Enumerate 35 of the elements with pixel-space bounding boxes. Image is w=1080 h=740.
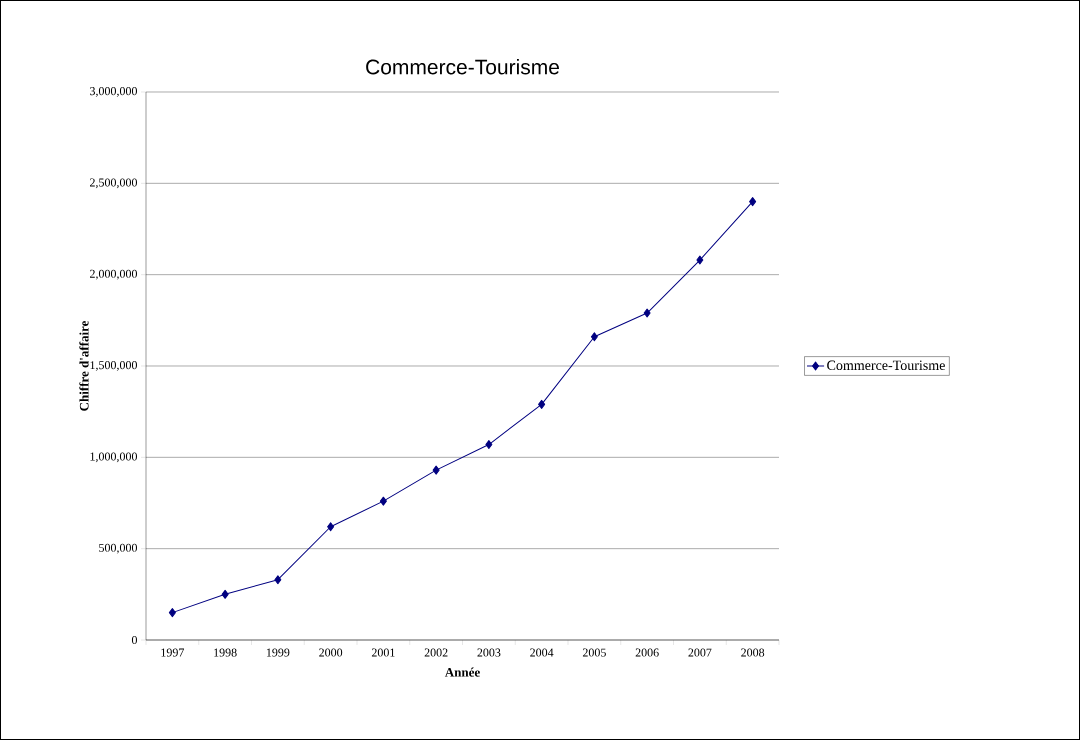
x-axis-title: Année xyxy=(444,667,480,677)
x-tick-label: 2006 xyxy=(635,648,659,657)
point xyxy=(221,589,229,599)
point xyxy=(485,440,493,450)
point xyxy=(327,522,335,532)
x-tick-label: 2005 xyxy=(582,648,606,657)
x-tick-label: 2003 xyxy=(477,648,501,657)
point xyxy=(274,575,282,585)
y-tick-label: 500,000 xyxy=(99,543,138,554)
point xyxy=(643,308,651,318)
point xyxy=(749,197,757,207)
legend-label: Commerce-Tourisme xyxy=(827,360,945,371)
x-tick-label: 1998 xyxy=(214,648,237,657)
y-tick-label: 1,500,000 xyxy=(90,361,137,371)
x-tick-label: 2004 xyxy=(530,648,554,657)
point xyxy=(696,255,704,265)
y-tick-label: 2,500,000 xyxy=(90,178,137,189)
x-tick-label: 2001 xyxy=(371,648,395,657)
x-tick-label: 2007 xyxy=(688,648,712,657)
y-tick-label: 1,000,000 xyxy=(90,452,137,463)
x-tick-label: 2000 xyxy=(319,648,343,657)
x-tick-label: 1999 xyxy=(266,648,290,657)
y-tick-label: 0 xyxy=(131,635,138,645)
point xyxy=(590,332,598,342)
point xyxy=(538,399,546,409)
x-tick-label: 2002 xyxy=(424,648,448,657)
chart-title: Commerce-Tourisme xyxy=(366,59,559,75)
point xyxy=(432,465,440,475)
point xyxy=(168,608,176,618)
y-axis-title: Chiffre d'affaire xyxy=(79,320,89,411)
x-tick-label: 2008 xyxy=(741,648,765,657)
point xyxy=(379,496,387,506)
y-tick-label: 2,000,000 xyxy=(90,269,137,280)
y-tick-label: 3,000,000 xyxy=(90,87,137,97)
x-tick-label: 1997 xyxy=(161,648,185,657)
